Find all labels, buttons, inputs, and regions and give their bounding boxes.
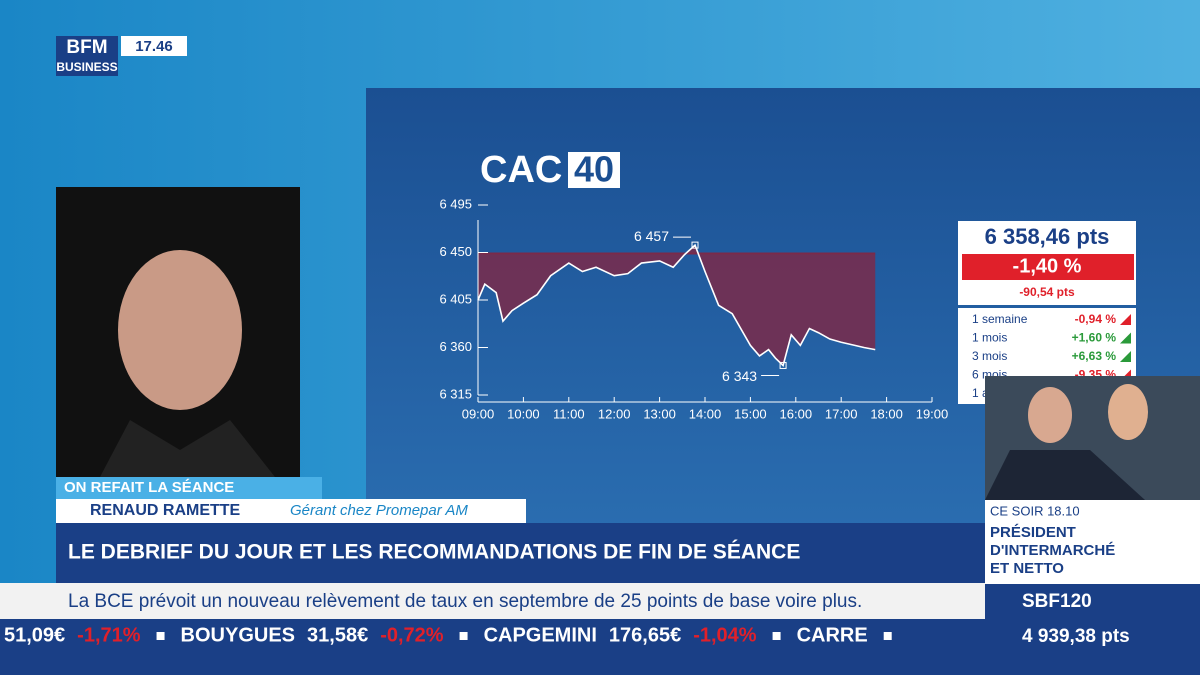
host2-face [1108, 384, 1148, 440]
perf-value: +6,63 % [1072, 349, 1117, 363]
guest-box [56, 499, 526, 523]
index-box [985, 584, 1200, 675]
stock-change: -1,04% [693, 624, 757, 646]
logo-sub: BUSINESS [56, 60, 117, 74]
quote-change: -1,40 % [1013, 255, 1082, 277]
host-suit [985, 450, 1145, 500]
x-tick-label: 12:00 [598, 406, 631, 421]
chart-title: CAC [480, 149, 562, 191]
stock-name: CAPGEMINI [484, 624, 597, 646]
x-tick-label: 14:00 [689, 406, 722, 421]
x-tick-label: 17:00 [825, 406, 858, 421]
ticker-box [0, 619, 985, 675]
show-name: ON REFAIT LA SÉANCE [64, 479, 234, 496]
stock-name: CARRE [797, 624, 868, 646]
logo: BFM [66, 37, 107, 58]
guest-face [118, 250, 242, 410]
headline: LE DEBRIEF DU JOUR ET LES RECOMMANDATION… [68, 541, 800, 564]
stock-price: 31,58€ [307, 624, 368, 646]
stock-name: BOUYGUES [181, 624, 295, 646]
index-name: SBF120 [1022, 591, 1092, 612]
promo-title: PRÉSIDENT [990, 524, 1076, 541]
clock: 17.46 [135, 38, 173, 55]
annotation-marker [691, 241, 699, 249]
annotation-marker [779, 361, 787, 369]
promo-box [985, 500, 1200, 584]
x-tick-label: 11:00 [553, 406, 585, 421]
x-tick-label: 19:00 [916, 406, 949, 421]
y-tick-label: 6 315 [439, 386, 472, 401]
x-tick-label: 18:00 [870, 406, 903, 421]
stock-change: -1,71% [77, 624, 141, 646]
stock-price: 51,09€ [4, 624, 65, 646]
reference-area [478, 245, 876, 366]
logo-box [56, 36, 118, 76]
stock-price: 176,65€ [609, 624, 681, 646]
show-box [56, 477, 322, 499]
annotation: 6 343 [722, 368, 757, 384]
perf-arrow [1120, 332, 1131, 344]
perf-value: +1,60 % [1072, 331, 1117, 345]
x-tick-label: 10:00 [507, 406, 540, 421]
promo-title: D'INTERMARCHÉ [990, 542, 1115, 559]
y-tick-label: 6 405 [439, 291, 472, 306]
promo-title: ET NETTO [990, 560, 1064, 577]
change-box [962, 254, 1134, 280]
headline-box [56, 523, 985, 583]
chart-title-badge: 40 [574, 149, 614, 190]
ticker-separator [772, 632, 781, 640]
ticker-separator [883, 632, 892, 640]
x-tick-label: 13:00 [643, 406, 676, 421]
news: La BCE prévoit un nouveau relèvement de … [68, 591, 862, 612]
x-tick-label: 09:00 [462, 406, 495, 421]
guest-name: RENAUD RAMETTE [90, 502, 241, 519]
quote-abs: -90,54 pts [1019, 285, 1075, 299]
host-face [1028, 387, 1072, 443]
price-line [477, 243, 876, 367]
news-box [0, 583, 985, 619]
clock-box [121, 36, 187, 56]
perf-period: 3 mois [972, 349, 1007, 363]
y-tick-label: 6 495 [439, 196, 472, 211]
x-tick-label: 15:00 [734, 406, 767, 421]
guest-role: Gérant chez Promepar AM [290, 502, 468, 519]
perf-value: -0,94 % [1075, 312, 1117, 326]
y-tick-label: 6 450 [439, 244, 472, 259]
promo-when: CE SOIR 18.10 [990, 503, 1080, 518]
title-badge [568, 152, 620, 188]
ticker-separator [459, 632, 468, 640]
perf-arrow [1120, 351, 1131, 362]
ticker-separator [156, 632, 165, 640]
guest-suit [100, 420, 275, 477]
perf-period: 1 semaine [972, 312, 1028, 326]
quote-price: 6 358,46 pts [985, 224, 1110, 249]
perf-period: 1 mois [972, 331, 1007, 345]
stock-change: -0,72% [380, 624, 444, 646]
perf-arrow [1120, 314, 1131, 325]
annotation: 6 457 [634, 228, 669, 244]
x-tick-label: 16:00 [780, 406, 813, 421]
index-value: 4 939,38 pts [1022, 626, 1130, 647]
y-tick-label: 6 360 [439, 339, 472, 354]
